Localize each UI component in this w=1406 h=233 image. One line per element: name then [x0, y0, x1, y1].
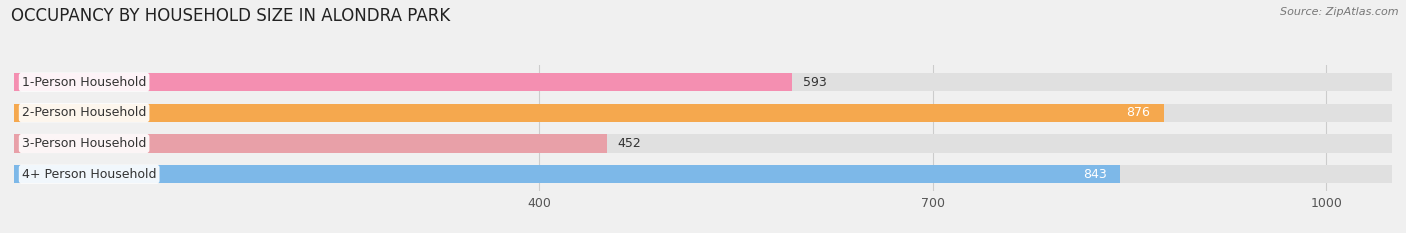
Text: 593: 593	[803, 76, 827, 89]
Text: 4+ Person Household: 4+ Person Household	[22, 168, 156, 181]
Text: 452: 452	[617, 137, 641, 150]
Bar	[14, 134, 607, 153]
Text: 843: 843	[1084, 168, 1107, 181]
Text: OCCUPANCY BY HOUSEHOLD SIZE IN ALONDRA PARK: OCCUPANCY BY HOUSEHOLD SIZE IN ALONDRA P…	[11, 7, 450, 25]
Bar	[14, 104, 1164, 122]
Text: 876: 876	[1126, 106, 1150, 119]
Bar	[14, 165, 1121, 183]
Bar	[14, 73, 1392, 91]
Text: Source: ZipAtlas.com: Source: ZipAtlas.com	[1281, 7, 1399, 17]
Text: 1-Person Household: 1-Person Household	[22, 76, 146, 89]
Text: 2-Person Household: 2-Person Household	[22, 106, 146, 119]
Bar	[14, 134, 1392, 153]
Bar	[14, 73, 792, 91]
Text: 3-Person Household: 3-Person Household	[22, 137, 146, 150]
Bar	[14, 104, 1392, 122]
Bar	[14, 165, 1392, 183]
